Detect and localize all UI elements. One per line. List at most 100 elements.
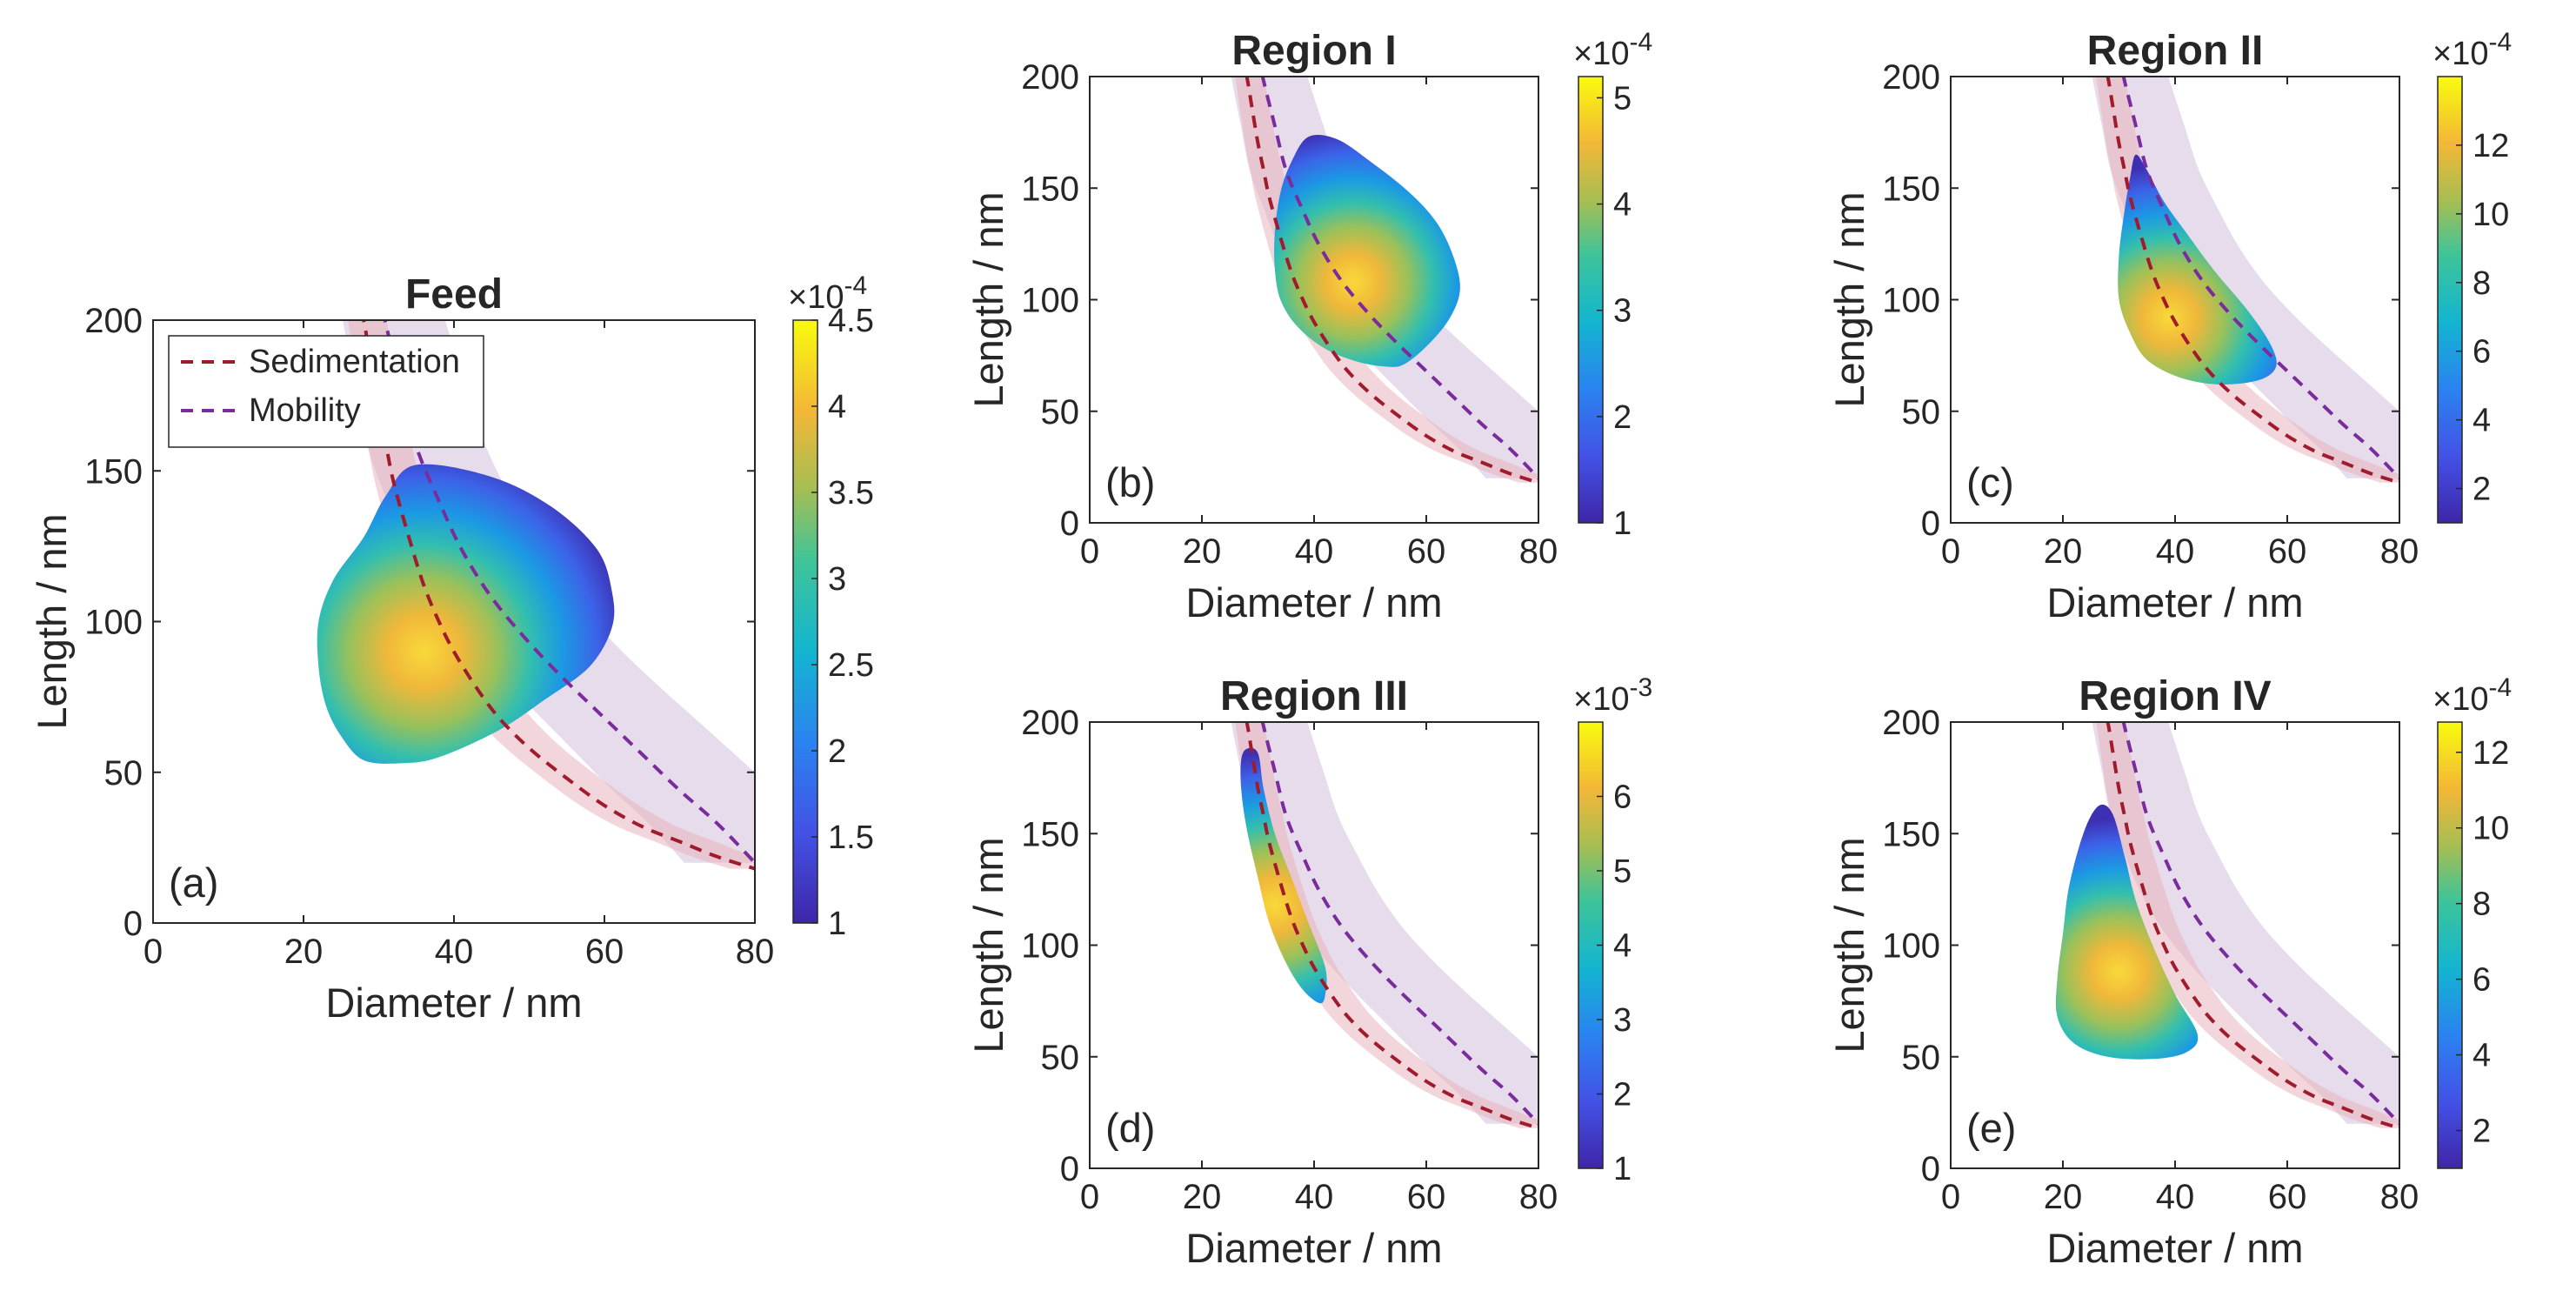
- panel-title: Region IV: [2079, 673, 2271, 719]
- colorbar-tick-label: 2: [2473, 472, 2491, 508]
- plot-content: [1231, 722, 1538, 1130]
- colorbar-exponent: -4: [844, 271, 867, 300]
- y-tick-label: 50: [1902, 1039, 1941, 1077]
- colorbar-tick-label: 4: [828, 389, 846, 425]
- panel-region3: 0 20 40 60 80 0 50 100 150 200 Diameter / nm Length…: [965, 673, 1652, 1271]
- x-tick-label: 0: [1080, 1178, 1099, 1216]
- colorbar-tick-label: 3: [1613, 293, 1632, 330]
- y-tick-label: 50: [1041, 1039, 1080, 1077]
- x-axis-label: Diameter / nm: [325, 980, 582, 1026]
- x-axis-label: Diameter / nm: [1185, 579, 1442, 625]
- panel-label: (a): [169, 860, 218, 906]
- colorbar-tick-label: 2.5: [828, 647, 874, 684]
- colorbar-exponent: -4: [2488, 673, 2512, 702]
- legend-label: Sedimentation: [249, 344, 460, 380]
- x-tick-label: 80: [2380, 532, 2419, 571]
- mobility-band: [2092, 77, 2399, 478]
- y-tick-label: 100: [1021, 282, 1079, 320]
- y-tick-label: 0: [1060, 505, 1079, 543]
- x-tick-label: 80: [2380, 1178, 2419, 1216]
- x-axis-label: Diameter / nm: [2046, 579, 2303, 625]
- colorbar-gradient: [1578, 76, 1604, 524]
- colorbar-tick-label: 4: [1613, 187, 1632, 224]
- y-tick-label: 0: [1921, 1150, 1940, 1188]
- y-tick-label: 0: [123, 905, 143, 943]
- y-tick-label: 150: [1882, 815, 1940, 853]
- colorbar-tick-label: 4: [1613, 928, 1632, 965]
- x-tick-label: 40: [2156, 532, 2195, 571]
- sedimentation-curve: [2106, 77, 2399, 485]
- y-tick-label: 100: [84, 604, 143, 642]
- colorbar: 11.522.533.544.5×10-4: [788, 271, 874, 942]
- mobility-curve: [1260, 722, 1538, 1126]
- legend-box: [168, 335, 484, 448]
- colorbar-multiplier: ×10-4: [2433, 28, 2512, 72]
- x-tick-label: 40: [2156, 1178, 2195, 1216]
- y-tick-label: 150: [1021, 815, 1079, 853]
- y-tick-label: 200: [84, 302, 143, 340]
- panel-label: (b): [1105, 459, 1155, 505]
- density-surface: [2118, 154, 2277, 385]
- colorbar-tick-label: 2: [2473, 1114, 2491, 1150]
- x-tick-label: 20: [1183, 1178, 1222, 1216]
- colorbar-gradient: [792, 319, 818, 924]
- y-tick-label: 50: [1902, 393, 1941, 431]
- x-tick-label: 20: [284, 933, 324, 971]
- x-tick-label: 80: [736, 933, 775, 971]
- colorbar-gradient: [2437, 721, 2463, 1169]
- colorbar-tick-label: 8: [2473, 886, 2491, 923]
- panel-title: Feed: [405, 271, 503, 318]
- y-tick-label: 100: [1882, 927, 1940, 966]
- mobility-band: [2092, 722, 2399, 1124]
- x-tick-label: 40: [1295, 1178, 1334, 1216]
- sedimentation-curve: [362, 320, 755, 871]
- colorbar-tick-label: 1.5: [828, 819, 874, 856]
- x-tick-label: 60: [1407, 1178, 1446, 1216]
- colorbar-tick-label: 6: [2473, 962, 2491, 999]
- colorbar-tick-label: 5: [1613, 853, 1632, 890]
- panel-title: Region III: [1220, 673, 1408, 719]
- colorbar: 1 2 3 4 5 6 ×10-3: [1573, 673, 1652, 1187]
- x-axis-label: Diameter / nm: [1185, 1225, 1442, 1271]
- sedimentation-curve: [1245, 77, 1538, 485]
- panel-region1: 0 20 40 60 80 0 50 100 150 200 Diameter / nm Length…: [965, 28, 1652, 625]
- plot-content: [1231, 77, 1538, 485]
- panel-label: (c): [1966, 459, 2014, 505]
- x-tick-label: 0: [1941, 1178, 1960, 1216]
- colorbar-exponent: -4: [1629, 28, 1652, 57]
- density-surface: [2055, 804, 2199, 1060]
- colorbar-tick-label: 4.5: [828, 303, 874, 339]
- panel-feed: 0 20 40 60 80 0 50 100 150 200 Diameter / nm Length…: [29, 271, 874, 1026]
- y-axis-label: Length / nm: [1826, 191, 1872, 407]
- x-tick-label: 20: [1183, 532, 1222, 571]
- y-axis-label: Length / nm: [29, 513, 75, 729]
- x-tick-label: 20: [2044, 532, 2083, 571]
- panel-label: (e): [1966, 1105, 2016, 1151]
- colorbar-tick-label: 5: [1613, 80, 1632, 117]
- y-axis-label: Length / nm: [965, 191, 1011, 407]
- colorbar-exponent: -3: [1629, 673, 1652, 702]
- density-surface: [317, 464, 615, 764]
- x-axis-label: Diameter / nm: [2046, 1225, 2303, 1271]
- plot-content: [317, 320, 755, 871]
- y-tick-label: 0: [1060, 1150, 1079, 1188]
- colorbar: 2 4 6 8 10 12 ×10-4: [2433, 28, 2512, 524]
- colorbar-tick-label: 6: [2473, 334, 2491, 371]
- y-tick-label: 100: [1021, 927, 1079, 966]
- mobility-curve: [383, 320, 755, 865]
- mobility-curve: [1260, 77, 1538, 480]
- x-tick-label: 60: [2268, 532, 2307, 571]
- density-surface: [1274, 134, 1460, 367]
- plot-content: [2092, 77, 2399, 485]
- colorbar-tick-label: 2: [828, 733, 846, 770]
- y-tick-label: 200: [1882, 704, 1940, 742]
- panel-region2: 0 20 40 60 80 0 50 100 150 200 Diameter / nm Length…: [1826, 28, 2512, 625]
- mobility-curve: [2121, 77, 2399, 480]
- colorbar-tick-label: 6: [1613, 779, 1632, 816]
- colorbar-exponent: -4: [2488, 28, 2512, 57]
- x-tick-label: 0: [1080, 532, 1099, 571]
- colorbar-tick-label: 12: [2473, 735, 2509, 772]
- x-tick-label: 60: [2268, 1178, 2307, 1216]
- y-tick-label: 200: [1882, 58, 1940, 97]
- plot-content: [2055, 722, 2399, 1130]
